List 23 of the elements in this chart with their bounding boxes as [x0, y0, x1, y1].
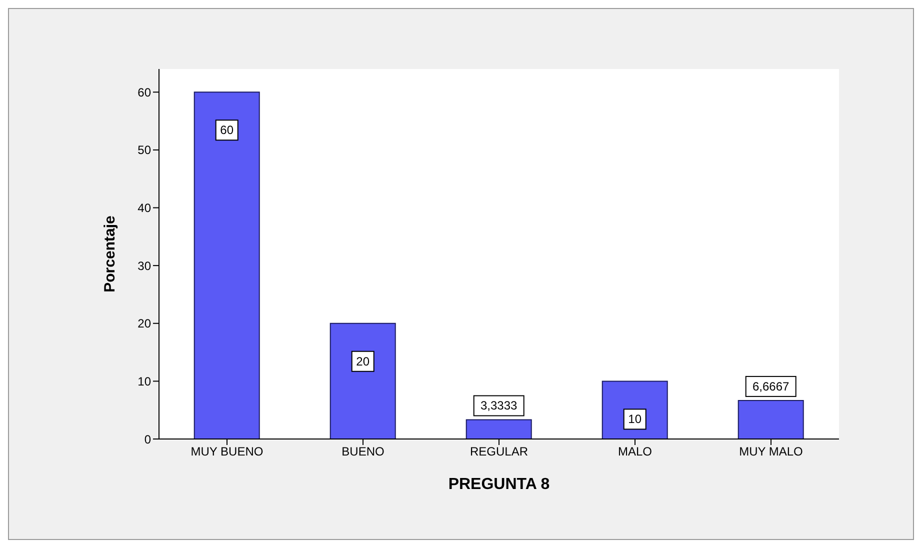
data-label: 10 — [628, 412, 642, 426]
x-tick-label: BUENO — [342, 444, 384, 459]
y-tick-label: 40 — [138, 201, 152, 216]
bar — [738, 400, 804, 439]
bar — [330, 322, 396, 439]
x-axis-title: PREGUNTA 8 — [448, 476, 550, 493]
y-tick-label: 50 — [138, 143, 152, 158]
y-axis-title: Porcentaje — [101, 216, 118, 292]
x-tick-label: MUY BUENO — [190, 444, 264, 459]
y-tick-label: 10 — [138, 374, 152, 388]
bar — [194, 92, 260, 439]
y-tick-label: 0 — [144, 432, 152, 446]
x-tick-label: REGULAR — [470, 444, 528, 459]
data-label: 6,6667 — [752, 379, 790, 394]
y-tick-label: 60 — [138, 85, 152, 100]
data-label: 20 — [356, 354, 370, 368]
y-tick-label: 20 — [138, 316, 152, 331]
x-tick-label: MUY MALO — [739, 444, 803, 459]
data-label: 3,3333 — [480, 398, 518, 413]
y-tick-label: 30 — [138, 258, 152, 273]
data-label: 60 — [220, 123, 234, 138]
bar — [466, 419, 532, 439]
x-tick-label: MALO — [618, 444, 652, 459]
